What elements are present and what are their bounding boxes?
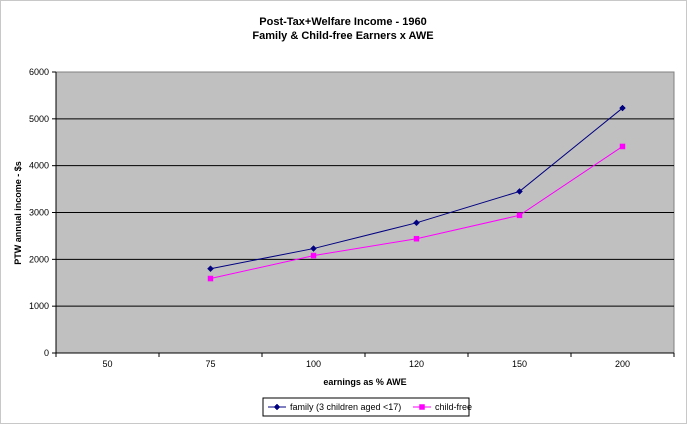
x-tick-label: 100	[306, 359, 321, 369]
series-0	[207, 104, 626, 273]
legend-label: child-free	[435, 402, 472, 412]
data-point	[310, 252, 317, 259]
legend-marker	[273, 403, 281, 411]
y-tick-label: 3000	[29, 208, 49, 218]
y-tick-label: 4000	[29, 161, 49, 171]
x-tick-label: 75	[205, 359, 215, 369]
data-point	[207, 275, 214, 282]
data-point	[413, 235, 420, 242]
data-point	[413, 219, 420, 227]
chart-title: Post-Tax+Welfare Income - 1960	[259, 16, 426, 28]
x-tick-label: 200	[615, 359, 630, 369]
x-axis-label: earnings as % AWE	[323, 377, 406, 387]
legend: family (3 children aged <17) child-free	[262, 397, 472, 417]
series-1	[207, 143, 626, 282]
y-tick-label: 2000	[29, 254, 49, 264]
data-point	[516, 188, 523, 195]
data-point	[516, 212, 523, 219]
x-tick-label: 120	[409, 359, 424, 369]
legend-marker	[419, 404, 425, 410]
chart-subtitle: Family & Child-free Earners x AWE	[252, 30, 433, 42]
x-tick-label: 150	[512, 359, 527, 369]
x-tick-label: 50	[102, 359, 112, 369]
y-tick-label: 1000	[29, 301, 49, 311]
series-lines	[207, 104, 626, 282]
plot-area	[55, 71, 675, 354]
y-axis-ticks: 0 1000 2000 3000 4000 5000 6000	[29, 67, 57, 358]
legend-label: family (3 children aged <17)	[290, 402, 401, 412]
y-tick-label: 6000	[29, 67, 49, 77]
legend-box	[262, 397, 470, 417]
x-axis-ticks: 50 75 100 120 150 200	[55, 352, 675, 369]
data-point	[207, 265, 214, 273]
y-axis-label: PTW annual income - $s	[13, 161, 23, 265]
data-point	[619, 104, 626, 112]
data-point	[310, 245, 317, 252]
y-tick-label: 5000	[29, 114, 49, 124]
data-point	[619, 143, 626, 150]
y-tick-label: 0	[44, 348, 49, 358]
